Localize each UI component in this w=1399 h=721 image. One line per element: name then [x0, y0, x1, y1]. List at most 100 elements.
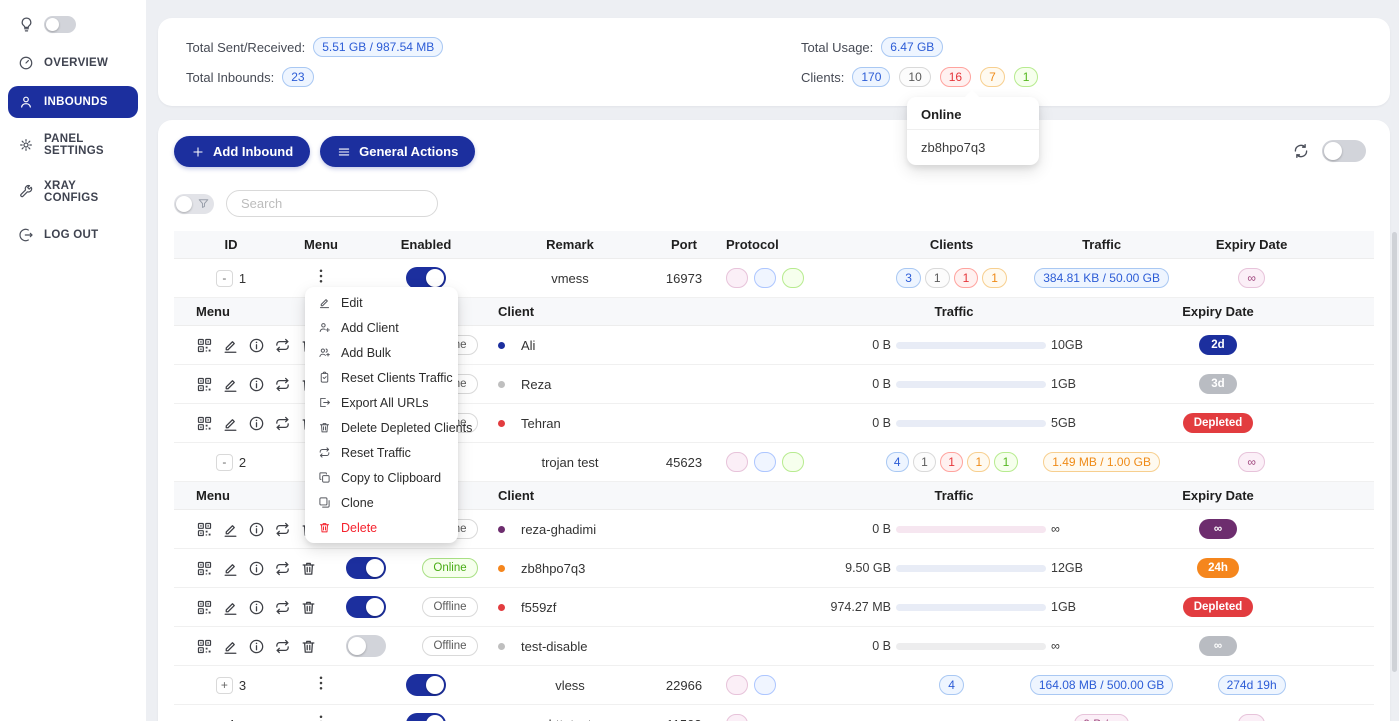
swap-icon[interactable] [274, 599, 291, 616]
inbound-expiry-cell: ∞ [1186, 714, 1318, 721]
auto-refresh-toggle[interactable] [1322, 140, 1366, 162]
refresh-icon[interactable] [1292, 142, 1310, 160]
enabled-toggle[interactable] [406, 674, 446, 696]
client-expiry-cell: Depleted [1134, 597, 1302, 617]
qrcode-icon[interactable] [196, 521, 213, 538]
edit-icon[interactable] [222, 560, 239, 577]
qrcode-icon[interactable] [196, 376, 213, 393]
column-header: Traffic [1018, 237, 1186, 252]
client-expiry-badge: ∞ [1199, 519, 1237, 539]
client-row: Offlinetest-disable0 B∞∞ [174, 627, 1374, 666]
gauge-icon [18, 55, 34, 71]
client-name-cell: reza-ghadimi [498, 522, 774, 537]
traffic-progress-bar [896, 342, 1046, 349]
swap-icon[interactable] [274, 337, 291, 354]
inbound-protocols [726, 675, 886, 695]
theme-toggle[interactable] [44, 16, 76, 33]
info-icon[interactable] [248, 638, 265, 655]
context-menu-item-delete-depleted-clients[interactable]: Delete Depleted Clients [305, 415, 458, 440]
context-menu-item-delete[interactable]: Delete [305, 515, 458, 540]
protocol-tag [726, 268, 748, 288]
expand-toggle-button[interactable]: - [216, 270, 233, 287]
filter-toggle[interactable] [174, 194, 214, 214]
inbound-remark: vless [498, 678, 642, 693]
context-menu-item-export-all-urls[interactable]: Export All URLs [305, 390, 458, 415]
inbound-row: 4httptest115030 B / ∞∞ [174, 705, 1374, 721]
client-enabled-toggle[interactable] [346, 635, 386, 657]
edit-icon[interactable] [222, 415, 239, 432]
menu-dots-icon[interactable] [312, 267, 330, 289]
qrcode-icon[interactable] [196, 415, 213, 432]
info-icon[interactable] [248, 415, 265, 432]
add-inbound-button[interactable]: Add Inbound [174, 136, 310, 167]
swap-icon[interactable] [274, 376, 291, 393]
general-actions-button[interactable]: General Actions [320, 136, 475, 167]
qrcode-icon[interactable] [196, 560, 213, 577]
expand-toggle-button[interactable]: - [216, 454, 233, 471]
trash-icon[interactable] [300, 599, 317, 616]
clients-count-badge: 10 [899, 67, 930, 87]
info-icon[interactable] [248, 521, 265, 538]
sidebar-item-panel-settings[interactable]: PANEL SETTINGS [8, 125, 138, 165]
context-menu-item-add-client[interactable]: Add Client [305, 315, 458, 340]
qrcode-icon[interactable] [196, 337, 213, 354]
trash-icon[interactable] [300, 638, 317, 655]
client-color-dot [498, 420, 505, 427]
context-menu-item-reset-traffic[interactable]: Reset Traffic [305, 440, 458, 465]
traffic-badge: 0 B / ∞ [1074, 714, 1129, 721]
menu-dots-icon[interactable] [312, 713, 330, 721]
client-count-badge: 1 [982, 268, 1007, 288]
swap-icon[interactable] [274, 521, 291, 538]
clone-icon [318, 496, 331, 509]
inbound-traffic-cell: 0 B / ∞ [1018, 714, 1186, 721]
sidebar-item-inbounds[interactable]: INBOUNDS [8, 86, 138, 118]
sidebar-item-log-out[interactable]: LOG OUT [8, 219, 138, 251]
info-icon[interactable] [248, 560, 265, 577]
edit-icon[interactable] [222, 337, 239, 354]
inbound-id-cell: 4 [174, 717, 288, 721]
edit-icon[interactable] [222, 376, 239, 393]
qrcode-icon[interactable] [196, 599, 213, 616]
edit-icon[interactable] [222, 638, 239, 655]
info-icon[interactable] [248, 599, 265, 616]
client-expiry-cell: ∞ [1134, 519, 1302, 539]
context-menu-item-copy-to-clipboard[interactable]: Copy to Clipboard [305, 465, 458, 490]
client-count-badge: 1 [913, 452, 936, 472]
swap-icon[interactable] [274, 415, 291, 432]
info-icon[interactable] [248, 376, 265, 393]
sidebar-item-xray-configs[interactable]: XRAY CONFIGS [8, 172, 138, 212]
menu-dots-icon[interactable] [312, 674, 330, 696]
client-enabled-toggle[interactable] [346, 596, 386, 618]
client-enabled-toggle[interactable] [346, 557, 386, 579]
client-name-cell: Tehran [498, 416, 774, 431]
qrcode-icon[interactable] [196, 638, 213, 655]
swap-icon[interactable] [274, 560, 291, 577]
traffic-badge: 384.81 KB / 50.00 GB [1034, 268, 1169, 288]
traffic-total: 12GB [1051, 561, 1091, 575]
client-expiry-cell: 3d [1134, 374, 1302, 394]
context-menu-item-add-bulk[interactable]: Add Bulk [305, 340, 458, 365]
context-menu-item-reset-clients-traffic[interactable]: Reset Clients Traffic [305, 365, 458, 390]
enabled-toggle[interactable] [406, 267, 446, 289]
search-input[interactable] [226, 190, 438, 217]
info-icon[interactable] [248, 337, 265, 354]
sidebar-item-overview[interactable]: OVERVIEW [8, 47, 138, 79]
expand-toggle-button[interactable]: + [216, 677, 233, 694]
client-expiry-badge: 3d [1199, 374, 1237, 394]
edit-icon[interactable] [222, 599, 239, 616]
traffic-progress-bar [896, 526, 1046, 533]
edit-icon[interactable] [222, 521, 239, 538]
context-menu-item-edit[interactable]: Edit [305, 290, 458, 315]
context-menu-item-clone[interactable]: Clone [305, 490, 458, 515]
sidebar-nav: OVERVIEW INBOUNDS PANEL SETTINGS XRAY CONFI… [8, 47, 138, 251]
swap-icon[interactable] [274, 638, 291, 655]
enabled-toggle[interactable] [406, 713, 446, 721]
sidebar-item-label: XRAY CONFIGS [44, 180, 128, 204]
wrench-icon [18, 184, 34, 200]
client-column-header: Expiry Date [1134, 304, 1302, 319]
client-count-badge: 1 [994, 452, 1017, 472]
trash-icon[interactable] [300, 560, 317, 577]
protocol-tag [782, 268, 804, 288]
vertical-scrollbar[interactable] [1392, 232, 1397, 672]
client-traffic-cell: 0 B∞ [774, 522, 1134, 536]
